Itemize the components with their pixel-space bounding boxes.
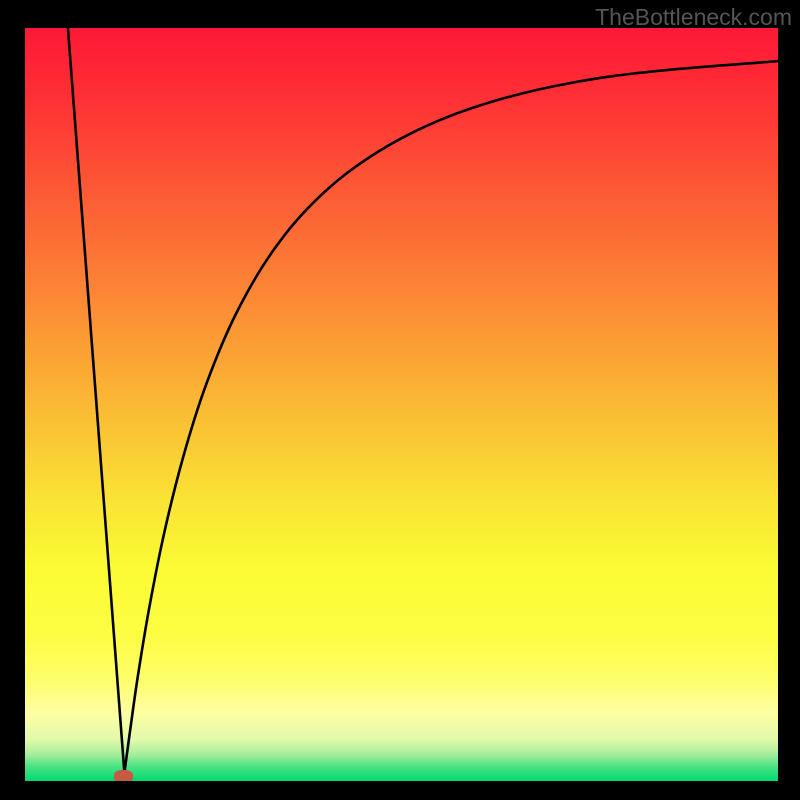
plot-area [25,28,778,781]
dip-marker [114,770,133,781]
watermark-text: TheBottleneck.com [595,4,792,31]
bottleneck-curve [25,28,778,781]
